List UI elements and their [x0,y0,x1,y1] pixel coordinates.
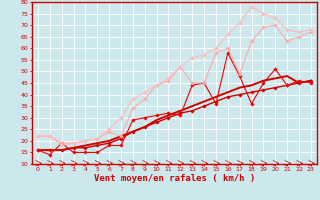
X-axis label: Vent moyen/en rafales ( km/h ): Vent moyen/en rafales ( km/h ) [94,174,255,183]
